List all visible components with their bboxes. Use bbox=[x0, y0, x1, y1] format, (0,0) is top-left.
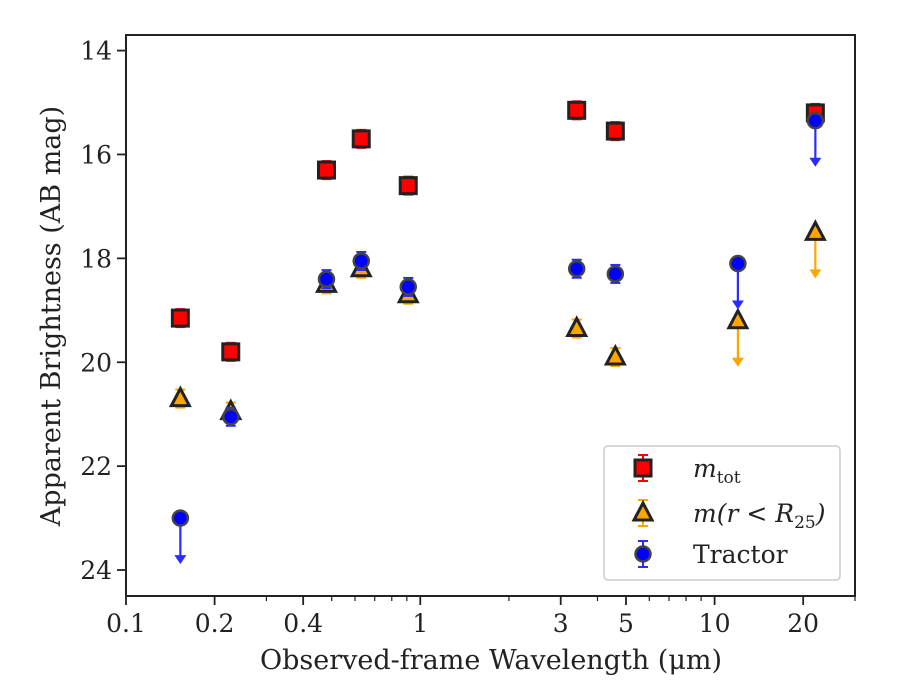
legend-entry-label: Tractor bbox=[693, 540, 788, 569]
x-tick-label: 10 bbox=[699, 609, 731, 638]
y-tick-label: 20 bbox=[80, 348, 112, 377]
x-tick-label: 0.2 bbox=[195, 609, 235, 638]
circle-marker bbox=[606, 265, 625, 283]
y-axis-label: Apparent Brightness (AB mag) bbox=[36, 106, 67, 527]
x-tick-label: 1 bbox=[412, 609, 428, 638]
y-axis: 14 16 18 20 22 24 bbox=[80, 37, 126, 585]
y-tick-label: 18 bbox=[80, 244, 112, 273]
plot-area bbox=[125, 34, 856, 597]
triangle-marker bbox=[565, 315, 589, 337]
square-marker bbox=[221, 342, 241, 362]
x-tick-label: 0.4 bbox=[283, 609, 323, 638]
legend-circle-marker bbox=[634, 545, 652, 563]
square-marker bbox=[316, 160, 336, 180]
legend-entry-label: mtot bbox=[693, 454, 741, 488]
x-tick-label: 3 bbox=[553, 609, 569, 638]
circle-marker bbox=[399, 278, 417, 296]
triangle-marker bbox=[168, 385, 192, 408]
square-marker bbox=[351, 129, 371, 149]
circle-marker bbox=[567, 260, 586, 278]
circle-marker bbox=[352, 252, 370, 270]
triangle-marker bbox=[726, 307, 750, 330]
y-tick-label: 16 bbox=[80, 140, 112, 169]
upper-limit-arrowhead bbox=[731, 300, 744, 310]
upper-limit-arrowhead bbox=[174, 555, 187, 565]
plot-frame bbox=[125, 34, 856, 597]
legend-square-marker bbox=[633, 458, 653, 478]
triangle-marker bbox=[803, 219, 827, 241]
circle-marker bbox=[171, 509, 190, 527]
triangle-marker bbox=[603, 343, 627, 366]
x-tick-label: 5 bbox=[618, 609, 634, 638]
y-tick-label: 22 bbox=[80, 452, 112, 481]
upper-limit-arrowhead bbox=[809, 269, 822, 279]
x-tick-label: 0.1 bbox=[106, 609, 146, 638]
circle-marker bbox=[317, 270, 336, 288]
upper-limit-arrowhead bbox=[809, 157, 822, 167]
circle-marker bbox=[729, 254, 747, 273]
circle-marker bbox=[222, 408, 240, 426]
x-axis: 0.1 0.2 0.4 1 3 5 10 20 bbox=[106, 596, 856, 638]
square-marker bbox=[170, 308, 190, 328]
legend-box bbox=[603, 445, 841, 581]
x-axis-label: Observed-frame Wavelength (μm) bbox=[260, 645, 722, 676]
legend: mtot m(r < R25) Tractor bbox=[603, 445, 841, 581]
square-marker bbox=[567, 100, 587, 120]
data-markers bbox=[168, 100, 827, 565]
legend-triangle-marker bbox=[631, 499, 655, 522]
legend-entry-label: m(r < R25) bbox=[693, 499, 825, 533]
y-tick-label: 14 bbox=[80, 37, 112, 66]
upper-limit-arrowhead bbox=[731, 357, 744, 367]
x-tick-label: 20 bbox=[787, 609, 819, 638]
circle-marker bbox=[806, 111, 825, 130]
square-marker bbox=[605, 121, 625, 141]
square-marker bbox=[398, 176, 418, 196]
y-tick-label: 24 bbox=[80, 556, 112, 585]
